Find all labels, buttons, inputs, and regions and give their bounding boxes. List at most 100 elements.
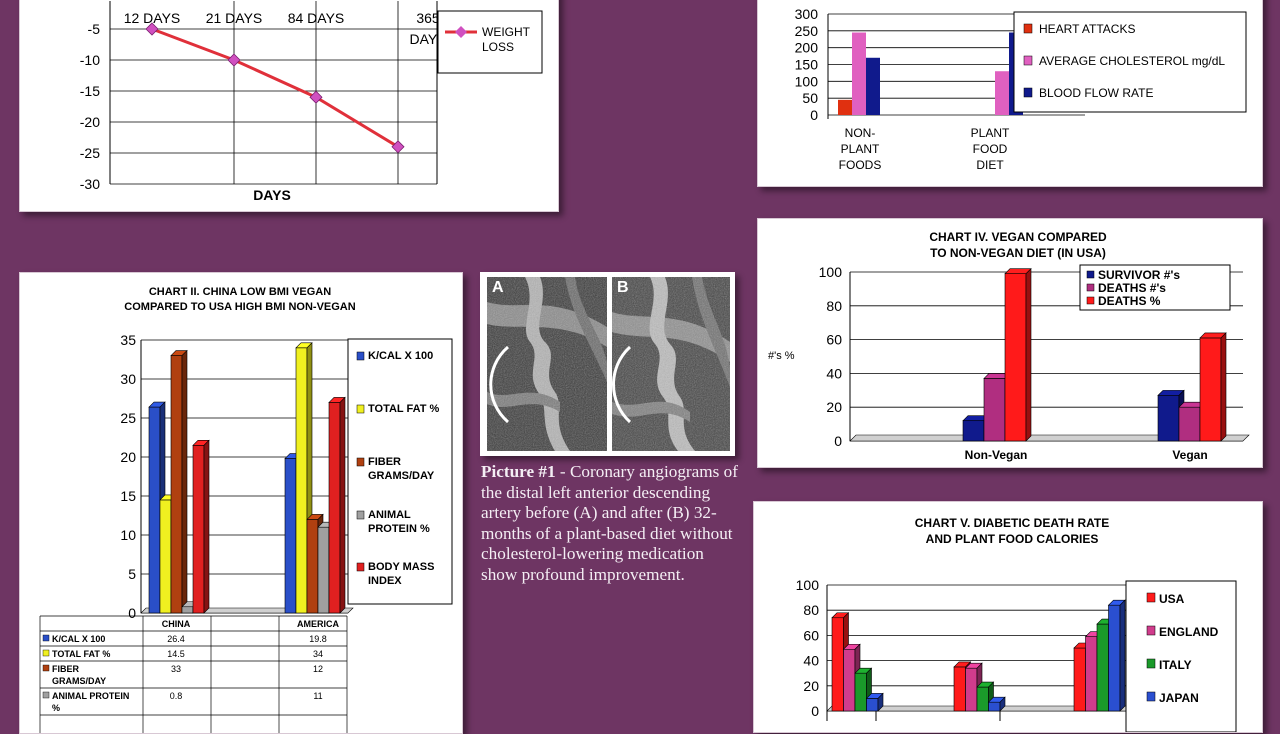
chart2-y-tick-label: 15	[120, 488, 136, 504]
chart1-legend-swatch	[1023, 87, 1033, 98]
chart2-title-line-1: COMPARED TO USA HIGH BMI NON-VEGAN	[124, 301, 355, 313]
chart5-title-line-0: CHART V. DIABETIC DEATH RATE	[915, 516, 1109, 530]
chart5-y-tick-label: 100	[796, 577, 820, 593]
chart4-x-tick-label: Vegan	[1172, 448, 1207, 462]
weight-data-point	[227, 53, 241, 67]
chart5-y-tick-label: 60	[803, 627, 819, 643]
chart2-table-cell: 33	[171, 664, 181, 674]
chart5-panel: CHART V. DIABETIC DEATH RATE AND PLANT FO…	[753, 501, 1263, 733]
weight-series-line	[151, 27, 399, 149]
chart5-legend-label: ITALY	[1159, 658, 1192, 672]
chart2-bar	[159, 499, 172, 614]
chart5-bar-side	[877, 692, 884, 712]
chart5-bar	[1085, 636, 1098, 712]
chart2-y-tick-label: 35	[120, 332, 136, 348]
chart2-table-cell: 11	[313, 691, 322, 701]
weight-legend-label: WEIGHT	[482, 25, 531, 39]
chart2-bar	[284, 458, 297, 614]
chart1-legend-label: HEART ATTACKS	[1039, 22, 1135, 36]
chart2-legend-label: ANIMAL	[368, 509, 411, 521]
chart1-y-tick-label: 100	[795, 73, 819, 89]
chart2-bar	[317, 526, 330, 614]
chart2-table-cell: 0.8	[170, 691, 183, 701]
weight-loss-chart: -5 -10 -15 -20 -25 -30 12 DAYS 21 DAYS 84 DAYS 36…	[80, 1, 543, 203]
chart4-legend-swatch	[1086, 283, 1095, 292]
chart1-bar	[838, 99, 852, 115]
picture-caption: Picture #1 - Coronary angiograms of the …	[481, 462, 743, 586]
weight-legend-label: LOSS	[482, 40, 514, 54]
chart5-legend-swatch	[1146, 592, 1156, 603]
chart5-legend-label: JAPAN	[1159, 691, 1199, 705]
chart4-y-tick-label: 20	[826, 399, 842, 415]
chart1-bar	[995, 71, 1009, 115]
weight-data-point	[309, 90, 323, 104]
chart5-legend-label: ENGLAND	[1159, 625, 1219, 639]
chart2-table-header: AMERICA	[297, 619, 339, 629]
chart1-x-tick-label: FOOD	[973, 142, 1008, 156]
chart1-legend-swatch	[1023, 55, 1033, 66]
chart5-y-tick-label: 0	[811, 703, 819, 719]
chart1-legend-box	[1013, 11, 1247, 113]
chart4-legend-box	[1079, 264, 1231, 311]
chart4-y-tick-label: 0	[834, 433, 842, 449]
chart1-panel: 0 50 100 150 200 250 300 NON- PLANT FOODS PLANT FOO…	[757, 0, 1263, 187]
chart2-table-row-label: FIBER	[52, 664, 80, 674]
chart2-legend-label: GRAMS/DAY	[368, 470, 435, 482]
chart4-bar	[1157, 395, 1180, 442]
chart2-legend-label: FIBER	[368, 456, 401, 468]
chart2-y-tick-label: 10	[120, 527, 136, 543]
angiogram-image: A B	[487, 277, 730, 451]
chart2-y-tick-label: 25	[120, 410, 136, 426]
caption-text: - Coronary angiograms of the distal left…	[481, 462, 738, 584]
chart2-bar	[170, 355, 183, 614]
weight-y-tick-label: -15	[80, 83, 100, 99]
chart2-table-row-label: TOTAL FAT %	[52, 649, 110, 659]
chart2-table-cell: 19.8	[309, 634, 327, 644]
chart4-title-line-1: TO NON-VEGAN DIET (IN USA)	[930, 246, 1106, 260]
chart2-table-swatch	[42, 634, 50, 642]
chart2-table-row-label: ANIMAL PROTEIN	[52, 691, 129, 701]
chart4-y-tick-label: 60	[826, 332, 842, 348]
chart5-legend-swatch	[1146, 658, 1156, 669]
chart4-panel: CHART IV. VEGAN COMPARED TO NON-VEGAN DIE…	[757, 218, 1263, 468]
chart5-legend-label: USA	[1159, 592, 1185, 606]
weight-x-tick-label: 365	[416, 10, 440, 26]
chart1-legend-label: BLOOD FLOW RATE	[1039, 86, 1153, 100]
chart5-bar	[1096, 623, 1109, 712]
chart5-legend-swatch	[1146, 691, 1156, 702]
chart4-y-tick-label: 80	[826, 298, 842, 314]
chart2-legend-label: PROTEIN %	[368, 523, 430, 535]
weight-y-tick-label: -10	[80, 52, 100, 68]
chart2-legend-label: BODY MASS	[368, 561, 434, 573]
weight-y-tick-label: -20	[80, 114, 100, 130]
angiogram-a-panel: A	[487, 277, 607, 451]
weight-legend-box	[437, 10, 543, 74]
angiogram-b-label: B	[617, 279, 629, 296]
weight-legend-marker	[455, 26, 467, 38]
chart1-bar	[866, 57, 880, 115]
chart5-bar-side	[999, 696, 1006, 712]
chart2-legend-label: TOTAL FAT %	[368, 403, 440, 415]
chart2-y-tick-label: 20	[120, 449, 136, 465]
chart2-legend-box	[347, 338, 453, 605]
chart5-y-tick-label: 80	[803, 602, 819, 618]
chart4-bar	[983, 378, 1006, 442]
chart1-x-tick-label: NON-	[845, 126, 876, 140]
chart1-legend-label: AVERAGE CHOLESTEROL mg/dL	[1039, 54, 1225, 68]
chart4: CHART IV. VEGAN COMPARED TO NON-VEGAN DIE…	[768, 230, 1250, 462]
chart4-legend-label: DEATHS %	[1098, 294, 1161, 308]
chart2-y-tick-label: 5	[128, 566, 136, 582]
chart1-y-tick-label: 250	[795, 23, 819, 39]
chart2-bar	[328, 402, 341, 614]
chart2-table-row-label: %	[52, 703, 60, 713]
chart5-y-tick-label: 20	[803, 678, 819, 694]
chart4-y-tick-label: 40	[826, 365, 842, 381]
chart5-title-line-1: AND PLANT FOOD CALORIES	[926, 532, 1099, 546]
chart4-bar	[1199, 337, 1222, 442]
chart2-legend-label: INDEX	[368, 575, 402, 587]
chart4-legend-label: SURVIVOR #'s	[1098, 268, 1180, 282]
chart1-y-tick-label: 150	[795, 57, 819, 73]
chart5-bar	[988, 701, 1001, 712]
chart5-bar	[965, 667, 978, 712]
chart5-bar	[1108, 604, 1121, 712]
